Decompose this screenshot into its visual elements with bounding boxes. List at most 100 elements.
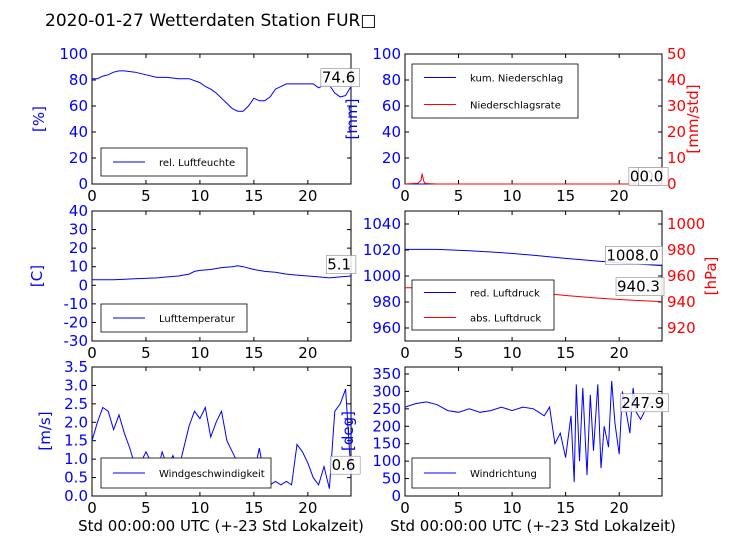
y-tick-label: 1000 [363, 267, 401, 285]
y2-tick-label: 50 [667, 45, 686, 63]
y-tick-label: 0 [78, 276, 88, 294]
x-tick-label: 15 [556, 499, 575, 517]
y-tick-label: 250 [372, 400, 401, 418]
panel-2: 0 5 10 15 20 0 20 40 60 80 100 0 10 20 30 40 50 [mm] [mm/s… [343, 45, 702, 205]
value-label: 5.1 [327, 256, 351, 274]
x-tick-label: 5 [141, 344, 151, 362]
y-tick-label: 150 [372, 435, 401, 453]
y2-tick-label: 30 [667, 97, 686, 115]
y-tick-label: 80 [69, 71, 88, 89]
x-tick-label: 0 [400, 187, 410, 205]
x-tick-label: 20 [298, 344, 317, 362]
x-tick-label: 15 [244, 344, 263, 362]
legend-label: Windgeschwindigkeit [159, 469, 265, 480]
legend-label: kum. Niederschlag [470, 74, 563, 85]
series-line [92, 265, 352, 281]
x-tick-label: 5 [454, 344, 464, 362]
legend-box [411, 63, 579, 119]
value-label-box [638, 167, 669, 186]
y-tick-label: 1.5 [64, 432, 88, 450]
y-tick-label: 3.0 [64, 376, 88, 394]
x-tick-label: 5 [141, 187, 151, 205]
y-tick-label: 0.0 [64, 487, 88, 505]
figure-title: 2020-01-27 Wetterdaten Station FUR□ [45, 11, 376, 31]
y-tick-label: 100 [59, 45, 88, 63]
y-axis-label: [C] [28, 265, 46, 287]
value-label: 1008.0 [606, 246, 659, 264]
y-tick-label: 20 [69, 239, 88, 257]
y-tick-label: 0 [391, 175, 401, 193]
series-line [92, 70, 352, 112]
x-axis-label-right: Std 00:00:00 UTC (+-23 Std Lokalzeit) [390, 517, 676, 535]
y2-tick-label: 0 [667, 175, 677, 193]
y-tick-label: 0 [391, 487, 401, 505]
value-label-box [605, 246, 663, 265]
x-tick-label: 0 [400, 344, 410, 362]
y-tick-label: 2.0 [64, 413, 88, 431]
panel-5: 0 5 10 15 20 0.00.51.01.52.02.53.03.5 [m/s] Win… [36, 358, 361, 517]
plot-frame [91, 366, 352, 497]
legend-label: Windrichtung [470, 469, 537, 480]
y-tick-label: 80 [382, 71, 401, 89]
x-tick-label: 15 [556, 187, 575, 205]
y-axis-label: [m/s] [36, 411, 54, 450]
value-label: 0.6 [332, 456, 356, 474]
y2-tick-label: 960 [667, 267, 696, 285]
value-label: 0.0 [640, 167, 664, 185]
legend-label: Lufttemperatur [159, 314, 236, 325]
y2-axis-label: [hPa] [702, 257, 720, 296]
y-tick-label: 350 [372, 365, 401, 383]
value-label-box [330, 455, 361, 475]
legend-label: abs. Luftdruck [470, 314, 541, 325]
y-tick-label: 50 [382, 470, 401, 488]
x-tick-label: 10 [503, 344, 522, 362]
y2-tick-label: 920 [667, 319, 696, 337]
y2-tick-label: 10 [667, 149, 686, 167]
x-tick-label: 0 [87, 344, 97, 362]
x-tick-label: 15 [556, 344, 575, 362]
y-tick-label: 100 [372, 45, 401, 63]
y-tick-label: -20 [64, 313, 89, 331]
y-tick-label: 60 [69, 97, 88, 115]
y-axis-label: [mm] [343, 99, 361, 140]
x-tick-label: 0 [87, 187, 97, 205]
y-tick-label: 0.5 [64, 469, 88, 487]
y-axis-label: [%] [30, 106, 48, 132]
y-tick-label: 60 [382, 97, 401, 115]
legend-label: red. Luftdruck [470, 289, 540, 300]
x-tick-label: 5 [454, 499, 464, 517]
value-label: 74.6 [322, 69, 355, 87]
y2-tick-label: 20 [667, 123, 686, 141]
plot-frame [404, 366, 663, 497]
x-tick-label: 15 [244, 499, 263, 517]
legend-box [100, 457, 272, 489]
value-label-box [615, 277, 665, 296]
y-tick-label: 3.5 [64, 358, 88, 376]
y-tick-label: 1.0 [64, 450, 88, 468]
series-line [404, 173, 662, 185]
x-tick-label: 20 [610, 499, 629, 517]
y-tick-label: 980 [372, 293, 401, 311]
y-tick-label: 1040 [363, 215, 401, 233]
y-tick-label: 1020 [363, 241, 401, 259]
y2-tick-label: 40 [667, 71, 686, 89]
value-label: 247.9 [621, 394, 664, 412]
x-tick-label: 10 [190, 344, 209, 362]
y-tick-label: 300 [372, 382, 401, 400]
value-label-box [320, 68, 360, 87]
legend-label: rel. Luftfeuchte [159, 158, 235, 169]
x-tick-label: 0 [87, 499, 97, 517]
x-tick-label: 5 [454, 187, 464, 205]
y2-tick-label: 1000 [667, 215, 705, 233]
y-tick-label: 200 [372, 417, 401, 435]
panel-4: 0 5 10 15 20 960 980 1000 1020 1040 920 940 960 980 10… [363, 210, 720, 362]
x-tick-label: 10 [190, 187, 209, 205]
x-tick-label: 10 [503, 187, 522, 205]
y-tick-label: 40 [69, 123, 88, 141]
value-label: 940.3 [617, 278, 660, 296]
value-label-box [325, 255, 357, 274]
y-tick-label: 100 [372, 452, 401, 470]
y-tick-label: 2.5 [64, 395, 88, 413]
y-tick-label: 20 [382, 149, 401, 167]
